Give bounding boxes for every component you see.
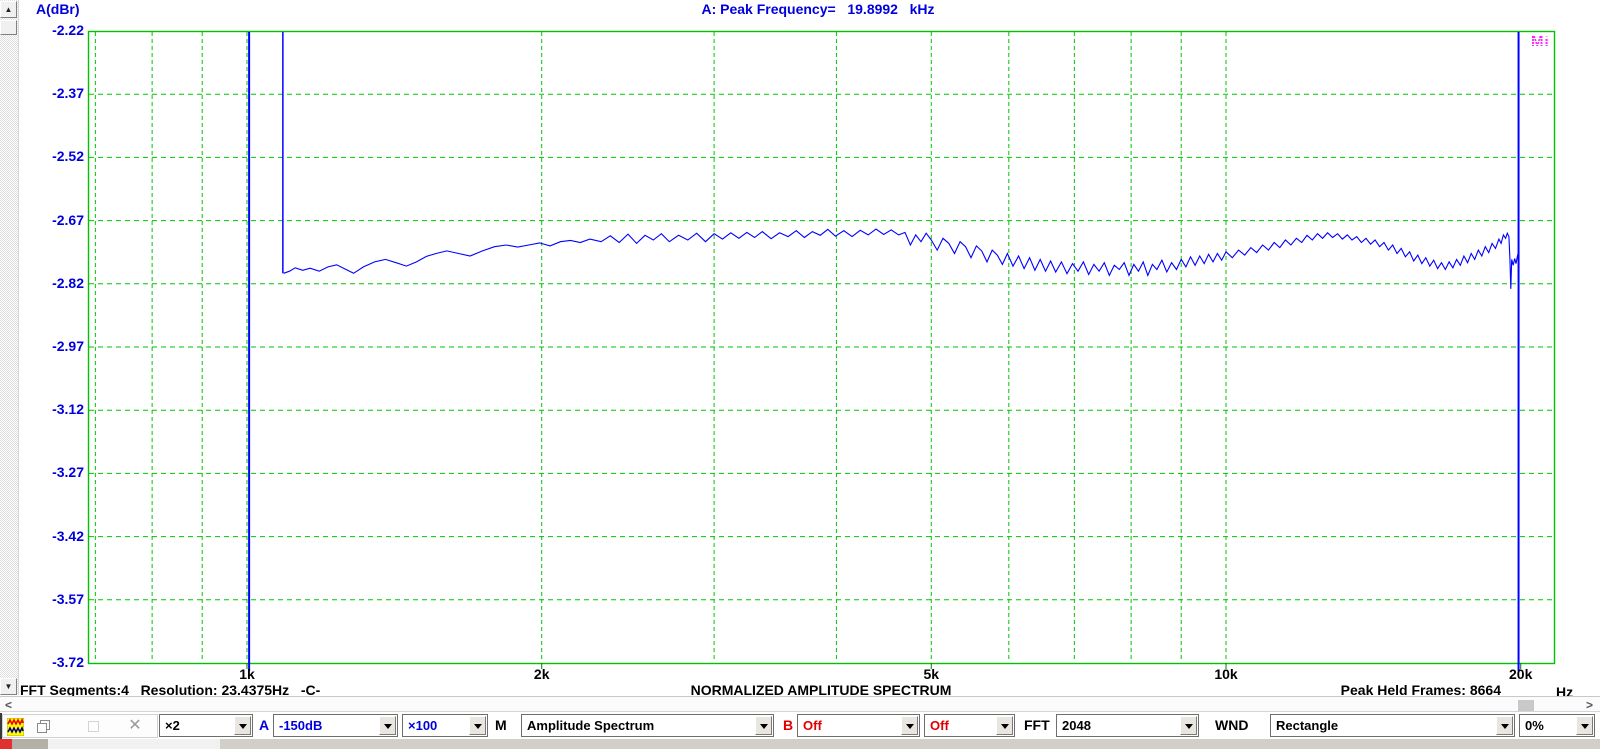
y-tick-label: -2.37	[52, 85, 84, 102]
a-range-value: -150dB	[279, 718, 323, 733]
plot-toolbar: ✕ ×2 A -150dB ×100 M Amplitude Spectrum …	[0, 713, 1600, 739]
peak-frequency-readout: A: Peak Frequency= 19.8992 kHz	[701, 1, 935, 17]
mi-logo: Mi	[1531, 33, 1550, 50]
spectrum-plot-area[interactable]	[0, 0, 1600, 696]
window-controls-panel: ✕	[2, 714, 158, 738]
vertical-scrollbar[interactable]: ▲ ▼	[0, 0, 19, 695]
status-fft-info: FFT Segments:4 Resolution: 23.4375Hz -C-	[20, 682, 321, 698]
b-mode2-value: Off	[930, 718, 949, 733]
y-tick-label: -3.42	[52, 527, 84, 544]
x-tick-label: 2k	[533, 666, 550, 682]
waveform-icon	[7, 718, 24, 736]
maximize-window-button	[85, 719, 101, 734]
vertical-scrollbar-thumb[interactable]	[0, 20, 17, 35]
scroll-down-button[interactable]: ▼	[0, 678, 17, 695]
plot-title: NORMALIZED AMPLITUDE SPECTRUM	[690, 682, 952, 698]
y-tick-label: -2.82	[52, 274, 84, 291]
chevron-down-icon[interactable]	[469, 716, 486, 735]
x-tick-label: 1k	[239, 666, 255, 682]
a-range-combo[interactable]: -150dB	[273, 714, 398, 737]
a-zoom-value: ×100	[408, 718, 438, 733]
spectrum-mode-combo[interactable]: Amplitude Spectrum	[521, 714, 774, 737]
chevron-down-icon[interactable]	[996, 716, 1013, 735]
x-tick-label: 20k	[1509, 666, 1533, 682]
b-mode-value: Off	[803, 718, 822, 733]
fft-size-value: 2048	[1062, 718, 1091, 733]
b-mode-combo[interactable]: Off	[797, 714, 920, 737]
restore-window-button[interactable]	[36, 719, 52, 734]
chevron-down-icon[interactable]	[1576, 716, 1593, 735]
status-peak-held-frames: Peak Held Frames: 8664	[1340, 682, 1501, 698]
channel-b-label: B	[783, 717, 794, 733]
window-function-value: Rectangle	[1276, 718, 1339, 733]
y-tick-label: -2.52	[52, 148, 84, 165]
red-indicator	[0, 739, 12, 749]
chevron-down-icon[interactable]	[1496, 716, 1513, 735]
bottom-strip-thumb[interactable]	[48, 739, 220, 749]
x-tick-label: 5k	[923, 666, 940, 682]
b-mode2-combo[interactable]: Off	[924, 714, 1015, 737]
overlap-value: 0%	[1525, 718, 1544, 733]
y-tick-label: -3.12	[52, 401, 84, 418]
chevron-down-icon[interactable]	[901, 716, 918, 735]
a-zoom-combo[interactable]: ×100	[402, 714, 488, 737]
spectrum-trace	[283, 228, 1520, 289]
fft-label: FFT	[1024, 717, 1050, 733]
chevron-down-icon[interactable]	[755, 716, 772, 735]
x-tick-label: 10k	[1214, 666, 1238, 682]
horizontal-scrollbar[interactable]: < >	[0, 696, 1600, 712]
y-tick-label: -2.67	[52, 211, 84, 228]
chevron-down-icon[interactable]	[1180, 716, 1197, 735]
channel-a-label: A	[259, 717, 270, 733]
scroll-right-icon[interactable]: >	[1586, 698, 1594, 712]
x-zoom-combo[interactable]: ×2	[159, 714, 253, 737]
horizontal-scrollbar-thumb[interactable]	[1518, 700, 1534, 711]
plot-border	[87, 30, 1556, 665]
y-tick-label: -3.27	[52, 464, 84, 481]
bottom-strip-track-right	[220, 739, 1600, 749]
window-function-combo[interactable]: Rectangle	[1270, 714, 1515, 737]
y-tick-label: -2.97	[52, 338, 84, 354]
overlap-combo[interactable]: 0%	[1519, 714, 1595, 737]
fft-size-combo[interactable]: 2048	[1056, 714, 1199, 737]
y-tick-label: -3.57	[52, 590, 84, 607]
x-zoom-value: ×2	[165, 718, 180, 733]
wnd-label: WND	[1215, 717, 1249, 733]
y-axis-unit-label: A(dBr)	[36, 1, 80, 17]
y-tick-label: -2.22	[52, 22, 84, 38]
chevron-down-icon[interactable]	[379, 716, 396, 735]
chevron-down-icon[interactable]	[234, 716, 251, 735]
bottom-strip-track-left	[12, 739, 48, 749]
mode-label: M	[495, 717, 507, 733]
spectrum-plot-svg	[87, 30, 1556, 671]
scroll-up-button[interactable]: ▲	[0, 1, 17, 18]
close-window-button[interactable]: ✕	[128, 717, 142, 734]
y-tick-label: -3.72	[52, 654, 84, 670]
scroll-left-icon[interactable]: <	[5, 698, 13, 712]
spectrum-mode-value: Amplitude Spectrum	[527, 718, 655, 733]
